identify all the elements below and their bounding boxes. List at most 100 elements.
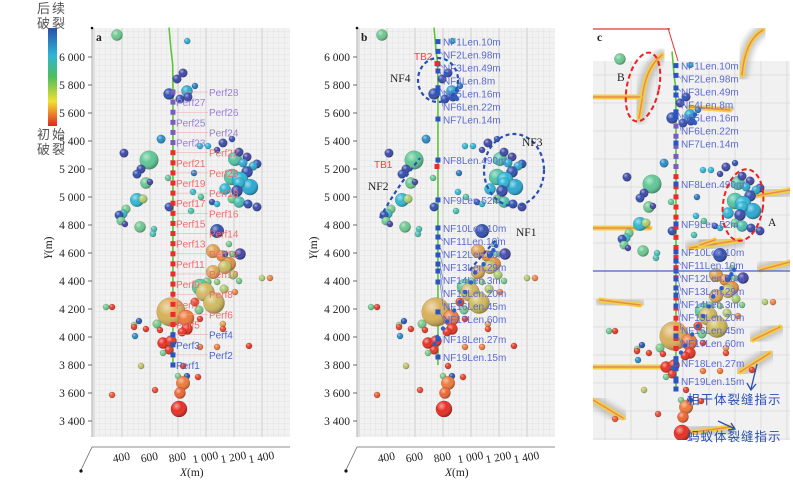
- microseismic-event: [459, 305, 469, 315]
- perforation-marker: [170, 150, 176, 156]
- microseismic-event: [213, 200, 221, 208]
- microseismic-event: [152, 319, 162, 329]
- fracture-marker: [673, 109, 679, 115]
- fracture-event-dot: [695, 323, 700, 329]
- fracture-marker: [673, 378, 679, 384]
- microseismic-event: [440, 94, 450, 104]
- fracture-leader: [439, 264, 444, 280]
- perforation-marker: [673, 315, 679, 321]
- y-axis-label: Y(m): [43, 236, 55, 259]
- panel-b: NF1Len.10m NF2Len.98m NF3Len.49m NF4Len.8m N…: [308, 26, 555, 479]
- x-axis-var: X: [444, 467, 453, 479]
- microseismic-event: [741, 182, 751, 192]
- microseismic-event: [189, 188, 197, 196]
- microseismic-event: [699, 166, 707, 174]
- y-tick-label: 5 600: [324, 108, 350, 120]
- microseismic-event: [716, 224, 724, 232]
- tb1-marker: [434, 164, 440, 169]
- perforation-label: Perf7: [176, 300, 200, 311]
- x-axis-var: X: [179, 467, 188, 479]
- y-tick-label: 4 600: [324, 248, 350, 260]
- fracture-leader: [677, 94, 682, 105]
- x-axis-unit: (m): [452, 467, 469, 479]
- microseismic-event: [731, 159, 739, 167]
- microseismic-event: [737, 171, 747, 181]
- microseismic-event: [461, 142, 469, 150]
- microseismic-event: [699, 367, 707, 375]
- perforation-label: Perf5: [176, 321, 200, 332]
- fracture-leader: [677, 111, 682, 118]
- fracture-label: NF3Len.49m: [681, 88, 739, 99]
- fracture-attribute-core: [759, 261, 790, 271]
- microseismic-event: [266, 274, 274, 282]
- fracture-event-dot: [681, 95, 686, 101]
- microseismic-event: [146, 178, 154, 186]
- microseismic-event: [694, 106, 702, 114]
- microseismic-event: [496, 288, 504, 296]
- microseismic-event: [139, 150, 159, 170]
- fracture-marker: [673, 140, 679, 146]
- microseismic-event: [659, 350, 667, 358]
- microseismic-event: [473, 198, 481, 206]
- microseismic-event: [228, 250, 236, 258]
- fracture-event-dot: [678, 350, 684, 355]
- microseismic-event: [204, 142, 212, 150]
- microseismic-event: [499, 147, 509, 157]
- fracture-event-dot: [683, 343, 688, 348]
- fracture-marker: [673, 181, 679, 187]
- y-tick-label: 5 400: [324, 136, 350, 148]
- microseismic-event: [470, 264, 486, 280]
- fracture-marker: [435, 261, 441, 267]
- fracture-label: NF8Len.490m: [443, 156, 506, 167]
- microseismic-event: [700, 217, 708, 225]
- y-tick-label: 5 400: [59, 136, 85, 148]
- microseismic-event: [736, 220, 748, 232]
- fracture-leader: [677, 270, 682, 279]
- perforation-marker: [673, 214, 679, 220]
- fracture-event-dot: [468, 280, 474, 285]
- x-tick-label: 800: [433, 451, 452, 466]
- fracture-label: NF5Len.16m: [681, 114, 739, 125]
- microseismic-event: [245, 342, 253, 350]
- fracture-leader: [677, 116, 682, 131]
- microseismic-event: [614, 53, 626, 65]
- microseismic-event: [205, 264, 221, 280]
- y-tick-label: 5 200: [59, 164, 85, 176]
- microseismic-event: [400, 317, 408, 325]
- y-tick-label: 5 800: [324, 80, 350, 92]
- microseismic-event: [367, 303, 375, 311]
- fracture-attribute-core: [752, 326, 781, 341]
- fracture-attribute-core: [593, 399, 624, 419]
- fracture-leader: [677, 288, 682, 304]
- microseismic-event: [175, 94, 185, 104]
- microseismic-event: [221, 250, 229, 258]
- microseismic-event: [634, 356, 642, 364]
- microseismic-event: [149, 230, 157, 238]
- x-tick-label: 800: [168, 451, 187, 466]
- microseismic-event: [396, 332, 404, 340]
- fracture-event-dot: [706, 304, 712, 309]
- perforation-marker: [673, 356, 679, 362]
- tb-stage-label: TB2: [414, 52, 433, 63]
- microseismic-event: [142, 325, 150, 333]
- microseismic-event: [478, 200, 486, 208]
- perforation-label: Perf9: [176, 280, 200, 291]
- microseismic-event: [196, 343, 204, 351]
- perforation-label: Perf22: [209, 149, 239, 160]
- microseismic-event: [468, 292, 490, 314]
- microseismic-event: [164, 345, 174, 355]
- microseismic-event: [638, 341, 646, 349]
- fracture-event-dot: [711, 294, 716, 299]
- panel-c: NF1Len.10m NF2Len.98m NF3Len.49m NF4Len.8m N…: [593, 28, 790, 444]
- microseismic-event: [258, 274, 266, 282]
- perforation-marker: [170, 109, 176, 115]
- fracture-label: NF6Len.22m: [681, 127, 739, 138]
- fracture-event-dot: [701, 314, 706, 319]
- x-axis-unit: (m): [187, 467, 204, 479]
- microseismic-event: [769, 298, 777, 306]
- microseismic-event: [108, 303, 116, 311]
- microseismic-event: [414, 230, 422, 238]
- perforation-label: Perf10: [209, 270, 239, 281]
- perforation-label: Perf21: [176, 159, 206, 170]
- microseismic-event: [622, 172, 632, 182]
